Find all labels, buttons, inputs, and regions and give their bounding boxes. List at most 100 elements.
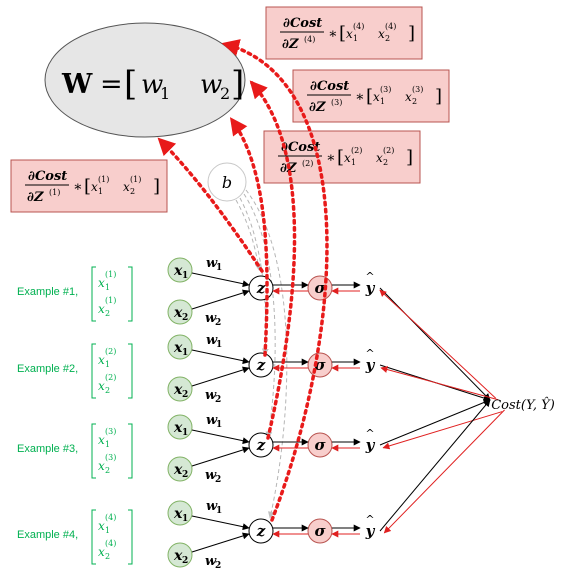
gradient-x2-sup: (2) bbox=[383, 146, 394, 155]
gradient-box-bg bbox=[265, 6, 423, 60]
example-label: Example #4, bbox=[17, 529, 78, 541]
weights-w1-sub: 1 bbox=[160, 84, 170, 103]
example-label: Example #1, bbox=[17, 286, 78, 298]
input-x2-label: x bbox=[173, 305, 183, 321]
input-x1-node bbox=[167, 334, 193, 360]
gradient-x2: x bbox=[405, 90, 412, 104]
edge-x1-z bbox=[191, 429, 250, 445]
gradient-x2: x bbox=[376, 151, 383, 165]
weights-w2: w bbox=[200, 70, 222, 100]
gradient-x1-sup: (4) bbox=[353, 22, 364, 31]
back-edge-cost-yhat bbox=[380, 366, 499, 401]
gradient-bracket-right: ] bbox=[435, 86, 442, 107]
z-label: z bbox=[256, 356, 266, 374]
input-x1-node bbox=[167, 257, 193, 283]
weight-w2-label: w bbox=[205, 468, 217, 483]
input-x2-label: x bbox=[173, 462, 183, 478]
gradient-flow-4 bbox=[221, 39, 329, 522]
input-x1-label: x bbox=[173, 506, 183, 522]
input-x1-sub: 1 bbox=[182, 348, 188, 358]
weight-w2-sub: 2 bbox=[215, 561, 221, 571]
vector-x1-sub: 1 bbox=[105, 526, 110, 535]
example-label: Example #2, bbox=[17, 363, 78, 375]
input-x2-sub: 2 bbox=[182, 390, 188, 400]
gradient-x1-sub: 1 bbox=[351, 158, 356, 167]
input-x2-node bbox=[167, 376, 193, 402]
vector-bracket-right bbox=[128, 266, 133, 322]
input-x1-sub: 1 bbox=[182, 271, 188, 281]
gradient-times: ∗ bbox=[328, 26, 338, 42]
weight-w2-sub: 2 bbox=[215, 395, 221, 405]
vector-x1: x bbox=[98, 353, 105, 367]
weight-w1-label: w bbox=[206, 413, 218, 428]
edge-x2-z bbox=[191, 446, 250, 467]
sigma-label: σ bbox=[314, 436, 326, 454]
gradient-times: ∗ bbox=[355, 89, 365, 105]
gradient-denominator-sup: (1) bbox=[49, 188, 60, 197]
gradient-denominator-sup: (2) bbox=[302, 159, 313, 168]
z-label: z bbox=[256, 436, 266, 454]
z-label: z bbox=[256, 279, 266, 297]
gradient-denominator: ∂Z bbox=[282, 37, 299, 52]
gradient-x2: x bbox=[378, 27, 385, 41]
input-x1-node bbox=[167, 500, 193, 526]
gradient-numerator: ∂Cost bbox=[28, 169, 67, 184]
yhat-hat: ^ bbox=[365, 347, 374, 360]
gradient-numerator: ∂Cost bbox=[310, 79, 349, 94]
gradient-x2: x bbox=[123, 180, 130, 194]
bias-node: b bbox=[207, 162, 247, 202]
gradient-x1: x bbox=[344, 151, 351, 165]
gradient-bracket-left: [ bbox=[366, 86, 373, 107]
gradient-box-4: ∂Cost∂Z (4) ∗[x 1(4)x 2(4)] bbox=[265, 6, 423, 60]
gradient-bracket-left: [ bbox=[337, 147, 344, 168]
vector-x2-sup: (1) bbox=[105, 296, 116, 305]
input-x1-sub: 1 bbox=[182, 428, 188, 438]
vector-bracket-left bbox=[91, 509, 96, 565]
vector-x2-sub: 2 bbox=[105, 466, 110, 475]
sigma-label: σ bbox=[314, 356, 326, 374]
gradient-box-bg bbox=[10, 159, 168, 213]
vector-x1-sup: (1) bbox=[105, 270, 116, 279]
gradient-bracket-left: [ bbox=[339, 23, 346, 44]
gradient-times: ∗ bbox=[326, 150, 336, 166]
vector-x2-sub: 2 bbox=[105, 309, 110, 318]
gradient-box-bg bbox=[292, 69, 450, 123]
weight-w2-label: w bbox=[205, 554, 217, 569]
vector-x1-sup: (2) bbox=[105, 347, 116, 356]
gradient-box-3: ∂Cost∂Z (3) ∗[x 1(3)x 2(3)] bbox=[292, 69, 450, 123]
gradient-flow-3 bbox=[249, 80, 297, 440]
gradient-x1-sub: 1 bbox=[380, 97, 385, 106]
vector-bracket-left bbox=[91, 423, 96, 479]
gradient-x2-sup: (4) bbox=[385, 22, 396, 31]
weight-w1-label: w bbox=[206, 333, 218, 348]
gradient-x1-sub: 1 bbox=[98, 187, 103, 196]
input-x2-node bbox=[167, 299, 193, 325]
weights-w1: w bbox=[141, 70, 163, 100]
weight-w1-label: w bbox=[206, 499, 218, 514]
weight-w2-label: w bbox=[205, 388, 217, 403]
gradient-x1-sup: (1) bbox=[98, 175, 109, 184]
bias-link-3 bbox=[243, 193, 276, 439]
gradient-flow-2 bbox=[229, 117, 269, 357]
gradient-numerator: ∂Cost bbox=[281, 140, 320, 155]
gradient-bracket-right: ] bbox=[153, 176, 160, 197]
input-x2-sub: 2 bbox=[182, 556, 188, 566]
weights-bracket-left: [ bbox=[124, 64, 137, 104]
z-label: z bbox=[256, 522, 266, 540]
weights-w2-sub: 2 bbox=[220, 84, 230, 103]
edge-x2-z bbox=[191, 289, 250, 310]
input-x1-label: x bbox=[173, 420, 183, 436]
gradient-numerator: ∂Cost bbox=[283, 16, 322, 31]
weight-w1-sub: 1 bbox=[216, 263, 222, 273]
weight-w1-sub: 1 bbox=[216, 506, 222, 516]
weights-ellipse bbox=[44, 22, 246, 138]
edge-yhat-cost bbox=[379, 399, 491, 446]
gradient-x1-sup: (2) bbox=[351, 146, 362, 155]
cost-label: Cost(Y, Ŷ) bbox=[491, 397, 555, 413]
edge-yhat-cost bbox=[379, 287, 491, 401]
input-x2-sub: 2 bbox=[182, 313, 188, 323]
vector-x2-sup: (4) bbox=[105, 539, 116, 548]
vector-bracket-left bbox=[91, 266, 96, 322]
yhat-label: y bbox=[365, 522, 376, 540]
